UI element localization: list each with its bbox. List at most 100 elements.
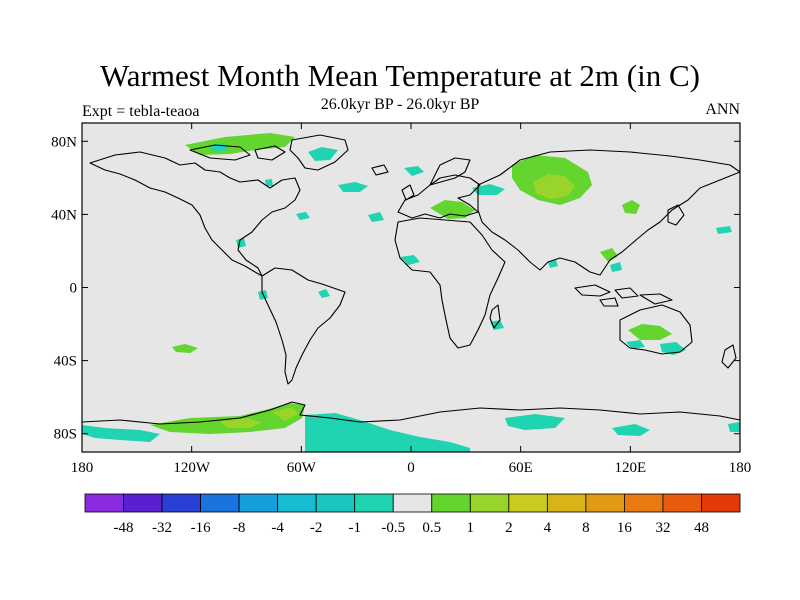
colorbar-label: -0.5 [381,520,405,536]
coastlines [81,134,741,425]
shading-patch [82,425,160,442]
colorbar-swatch [431,493,471,513]
colorbar-swatch [662,493,702,513]
y-tick-label: 40S [54,354,77,370]
x-tick-label: 60W [287,460,317,476]
colorbar-swatch [585,493,625,513]
shading-patch [628,324,672,340]
colorbar-swatch [701,493,741,513]
colorbar-label: 32 [655,520,670,536]
colorbar-swatch [469,493,510,513]
maritime-continent-coastline [574,284,673,307]
colorbar-label: -4 [271,520,284,536]
europe-warm-region [430,200,475,219]
shading-patch [716,226,732,234]
shading-patch [404,166,424,176]
colorbar-label: 4 [544,520,552,536]
south-america-coastline [261,267,346,385]
colorbar-label: -16 [191,520,211,536]
colorbar-label: -48 [114,520,134,536]
madagascar-coastline [489,304,501,329]
shading-patch [220,418,262,428]
x-tick-label: 180 [729,460,752,476]
shading-patch [272,407,298,421]
experiment-label: Expt = tebla-teaoa [82,103,200,120]
x-axis: 180 120W 60W 0 60E 120E 180 [71,123,752,476]
colorbar-label: 0.5 [422,520,441,536]
colorbar-label: -2 [310,520,323,536]
colorbar-swatch [315,493,356,513]
colorbar-swatch [200,493,240,513]
antarctica-coastline [81,401,741,425]
colorbar-label: -8 [233,520,246,536]
shading-patch [612,424,650,436]
japan-coastline [667,204,685,226]
shading-patch [400,255,420,265]
shading-patch [172,344,198,353]
siberia-warm-core [533,174,575,199]
colorbar-swatch [123,493,163,513]
y-tick-label: 40N [51,207,77,223]
colorbar-swatch [392,493,433,513]
shading-patch [505,414,565,430]
y-tick-label: 80S [54,427,77,443]
x-tick-label: 60E [509,460,533,476]
shading-patch [305,413,470,452]
colorbar-swatch [546,493,587,513]
africa-coastline [394,217,506,349]
x-tick-label: 120W [173,460,211,476]
colorbar-swatch [624,493,664,513]
colorbar-swatch [354,493,394,513]
map-title: Warmest Month Mean Temperature at 2m (in… [100,58,700,93]
shading-patch [318,289,330,298]
shading-patch [548,260,558,268]
north-america-coastline [89,151,301,277]
map-subtitle: 26.0kyr BP - 26.0kyr BP [320,96,480,113]
new-zealand-coastline [721,344,737,369]
colorbar-label: -1 [348,520,361,536]
colorbar-label: 1 [467,520,475,536]
colorbar-swatch [277,493,317,513]
colorbar-label: 48 [694,520,709,536]
y-tick-label: 0 [70,281,78,297]
scandinavia-coastline [429,157,471,186]
arctic-islands-coastline [189,144,286,161]
anomaly-shading [82,133,740,452]
shading-patch [626,340,645,349]
map-background [82,123,740,452]
shading-patch [610,262,622,272]
asia-coastline [477,149,741,276]
greenland-coastline [289,134,349,171]
shading-patch [338,182,368,192]
y-axis: 80N 40N 0 40S 80S [51,134,740,443]
x-tick-label: 0 [407,460,415,476]
x-tick-label: 120E [614,460,646,476]
shading-patch [622,200,640,214]
shading-patch [308,147,338,161]
colorbar-swatch [161,493,201,513]
shading-patch [368,212,384,222]
europe-coastline [397,174,481,219]
british-isles-coastline [401,184,415,201]
shading-patch [600,248,618,262]
colorbar-swatch [84,493,124,513]
y-tick-label: 80N [51,134,77,150]
colorbar-label: 2 [505,520,513,536]
colorbar-swatch [238,493,279,513]
map-panel [81,122,741,453]
colorbar-label: 16 [617,520,633,536]
colorbar-swatch [508,493,548,513]
colorbar-label: -32 [152,520,172,536]
australia-coastline [619,304,693,355]
colorbar: -48 -32 -16 -8 -4 -2 -1 -0.5 0.5 1 2 4 8 16 32 48 [84,493,741,536]
season-label: ANN [705,101,740,118]
shading-patch [728,422,740,432]
shading-patch [265,179,273,186]
arctic-warm-region [185,133,295,155]
shading-patch [472,184,505,195]
shading-patch [296,212,310,220]
iceland-coastline [371,164,389,176]
colorbar-label: 8 [582,520,590,536]
x-tick-label: 180 [71,460,94,476]
